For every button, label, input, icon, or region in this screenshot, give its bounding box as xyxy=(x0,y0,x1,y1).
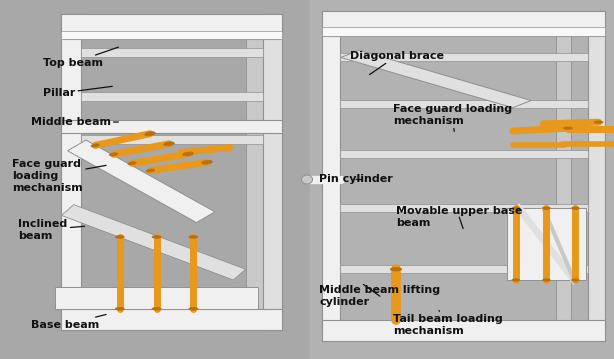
Ellipse shape xyxy=(145,132,155,136)
Ellipse shape xyxy=(542,207,551,210)
Bar xyxy=(81,92,263,101)
Text: Face guard
loading
mechanism: Face guard loading mechanism xyxy=(12,159,106,192)
Polygon shape xyxy=(61,205,246,280)
Text: Inclined
beam: Inclined beam xyxy=(18,219,85,241)
Ellipse shape xyxy=(91,144,99,147)
Polygon shape xyxy=(341,50,531,108)
Ellipse shape xyxy=(146,169,155,172)
Ellipse shape xyxy=(164,142,174,146)
Bar xyxy=(61,309,282,330)
Bar xyxy=(61,31,282,39)
Ellipse shape xyxy=(201,160,212,164)
Polygon shape xyxy=(55,287,258,309)
Bar xyxy=(340,265,588,273)
Bar xyxy=(340,204,588,212)
Bar xyxy=(588,11,605,341)
Text: Middle beam: Middle beam xyxy=(31,117,119,127)
Ellipse shape xyxy=(115,307,125,311)
Ellipse shape xyxy=(571,207,580,210)
Ellipse shape xyxy=(301,175,313,184)
Ellipse shape xyxy=(128,162,136,165)
Polygon shape xyxy=(68,140,215,223)
Bar xyxy=(340,150,588,158)
Bar xyxy=(322,320,605,341)
Bar xyxy=(81,48,263,57)
Ellipse shape xyxy=(594,121,604,124)
Bar xyxy=(340,100,588,108)
Text: Pin cylinder: Pin cylinder xyxy=(319,174,393,185)
Bar xyxy=(246,39,282,309)
Bar xyxy=(556,36,571,320)
Bar xyxy=(322,11,605,36)
Text: Diagonal brace: Diagonal brace xyxy=(350,51,444,75)
Bar xyxy=(61,14,81,330)
Bar xyxy=(322,27,605,36)
Ellipse shape xyxy=(188,235,198,239)
Ellipse shape xyxy=(511,279,520,281)
Text: Movable upper base
beam: Movable upper base beam xyxy=(396,206,523,228)
Ellipse shape xyxy=(188,307,198,311)
Ellipse shape xyxy=(563,127,573,130)
Text: Middle beam lifting
cylinder: Middle beam lifting cylinder xyxy=(319,284,440,307)
Text: Face guard loading
mechanism: Face guard loading mechanism xyxy=(393,104,512,131)
Ellipse shape xyxy=(109,153,118,156)
Ellipse shape xyxy=(115,235,125,239)
Text: Base beam: Base beam xyxy=(31,314,106,330)
Bar xyxy=(81,135,263,144)
Text: Tail beam loading
mechanism: Tail beam loading mechanism xyxy=(393,311,503,336)
Ellipse shape xyxy=(511,207,520,210)
Bar xyxy=(0,0,310,359)
Bar xyxy=(263,14,282,330)
Ellipse shape xyxy=(571,279,580,281)
Ellipse shape xyxy=(390,267,402,271)
Bar xyxy=(322,11,340,341)
Ellipse shape xyxy=(542,279,551,281)
Ellipse shape xyxy=(152,235,161,239)
Text: Top beam: Top beam xyxy=(43,47,119,68)
Ellipse shape xyxy=(152,307,161,311)
Ellipse shape xyxy=(183,152,193,156)
Text: Pillar: Pillar xyxy=(43,87,112,98)
Polygon shape xyxy=(507,208,586,280)
Bar xyxy=(340,53,588,61)
Bar xyxy=(61,120,282,133)
Bar xyxy=(61,14,282,39)
Bar xyxy=(310,0,614,359)
